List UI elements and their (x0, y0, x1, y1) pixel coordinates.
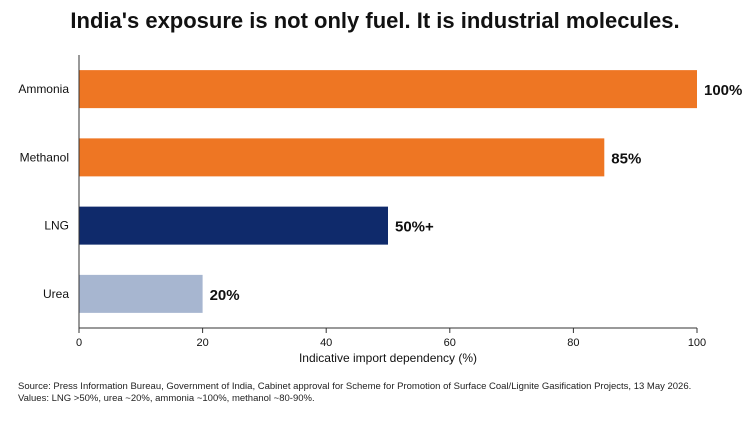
x-axis-label: Indicative import dependency (%) (299, 351, 477, 365)
chart-title: India's exposure is not only fuel. It is… (70, 8, 680, 33)
bar-ammonia (79, 70, 697, 109)
source-line-1: Source: Press Information Bureau, Govern… (18, 381, 692, 392)
category-labels: Ammonia Methanol LNG Urea (18, 82, 69, 301)
data-label-methanol: 85% (611, 150, 641, 167)
x-tick-label: 60 (444, 337, 456, 349)
data-labels: 100% 85% 50%+ 20% (210, 82, 743, 304)
category-label-ammonia: Ammonia (18, 82, 69, 96)
x-tick-label: 80 (567, 337, 579, 349)
x-tick-label: 100 (688, 337, 706, 349)
x-tick-label: 40 (320, 337, 332, 349)
source-line-2: Values: LNG >50%, urea ~20%, ammonia ~10… (18, 393, 315, 404)
bar-methanol (79, 138, 605, 177)
bar-lng (79, 206, 388, 245)
category-label-lng: LNG (44, 219, 69, 233)
x-tick-label: 0 (76, 337, 82, 349)
data-label-lng: 50%+ (395, 219, 434, 236)
bar-chart: Ammonia Methanol LNG Urea 100% 85% 50%+ 20% 0 2… (18, 55, 743, 365)
bars-group (79, 70, 697, 313)
category-label-methanol: Methanol (20, 150, 69, 164)
x-tick-label: 20 (196, 337, 208, 349)
bar-urea (79, 274, 203, 313)
x-axis-ticks: 0 20 40 60 80 100 (76, 328, 706, 349)
source-note: Source: Press Information Bureau, Govern… (18, 381, 691, 405)
data-label-urea: 20% (210, 287, 240, 304)
category-label-urea: Urea (43, 287, 69, 301)
data-label-ammonia: 100% (704, 82, 742, 99)
